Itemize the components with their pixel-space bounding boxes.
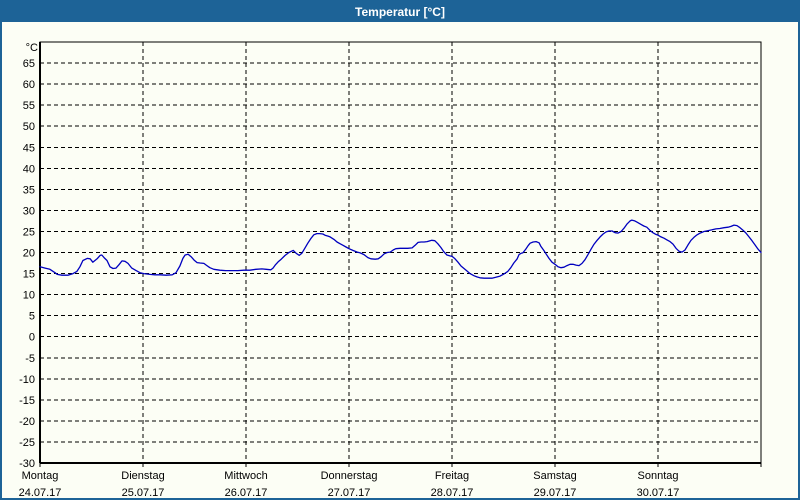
y-tick-label: 40 (23, 163, 35, 175)
gridlines (40, 42, 761, 463)
date-label: 29.07.17 (534, 487, 577, 498)
day-label: Montag (22, 470, 59, 482)
y-tick-label: 35 (23, 184, 35, 196)
y-axis-unit-label: °C (26, 42, 38, 54)
y-tick-label: 20 (23, 248, 35, 260)
day-label: Dienstag (121, 470, 164, 482)
axes (39, 41, 762, 467)
y-tick-label: 45 (23, 142, 35, 154)
y-tick-label: 10 (23, 290, 35, 302)
y-tick-label: 65 (23, 58, 35, 70)
y-tick-label: -5 (25, 353, 35, 365)
date-label: 27.07.17 (328, 487, 371, 498)
temperature-curve (39, 219, 762, 279)
y-tick-label: 25 (23, 226, 35, 238)
day-label: Mittwoch (224, 470, 267, 482)
y-tick-label: 0 (29, 332, 35, 344)
date-label: 24.07.17 (19, 487, 62, 498)
y-tick-label: 55 (23, 100, 35, 112)
date-label: 30.07.17 (637, 487, 680, 498)
y-tick-label: -25 (19, 437, 35, 449)
temperature-chart: 65605550454035302520151050-5-10-15-20-25… (19, 41, 762, 498)
title-bar: Temperatur [°C] (2, 2, 798, 22)
date-label: 26.07.17 (225, 487, 268, 498)
y-tick-label: -30 (19, 458, 35, 470)
y-tick-label: 60 (23, 79, 35, 91)
day-label: Samstag (533, 470, 576, 482)
y-tick-label: 50 (23, 121, 35, 133)
window-title: Temperatur [°C] (355, 5, 445, 19)
y-tick-label: 5 (29, 311, 35, 323)
date-label: 25.07.17 (122, 487, 165, 498)
day-label: Freitag (435, 470, 469, 482)
date-label: 28.07.17 (431, 487, 474, 498)
y-tick-label: -15 (19, 395, 35, 407)
y-tick-label: 15 (23, 269, 35, 281)
axis-labels: 65605550454035302520151050-5-10-15-20-25… (19, 58, 680, 498)
y-tick-label: 30 (23, 205, 35, 217)
y-tick-label: -10 (19, 374, 35, 386)
chart-area: 65 60 55 50 45 40 35 30 25 20 15 10 5 0 -5 -10 -15 -20 -25… (2, 22, 798, 498)
y-tick-label: -20 (19, 416, 35, 428)
day-label: Donnerstag (321, 470, 378, 482)
day-label: Sonntag (638, 470, 679, 482)
